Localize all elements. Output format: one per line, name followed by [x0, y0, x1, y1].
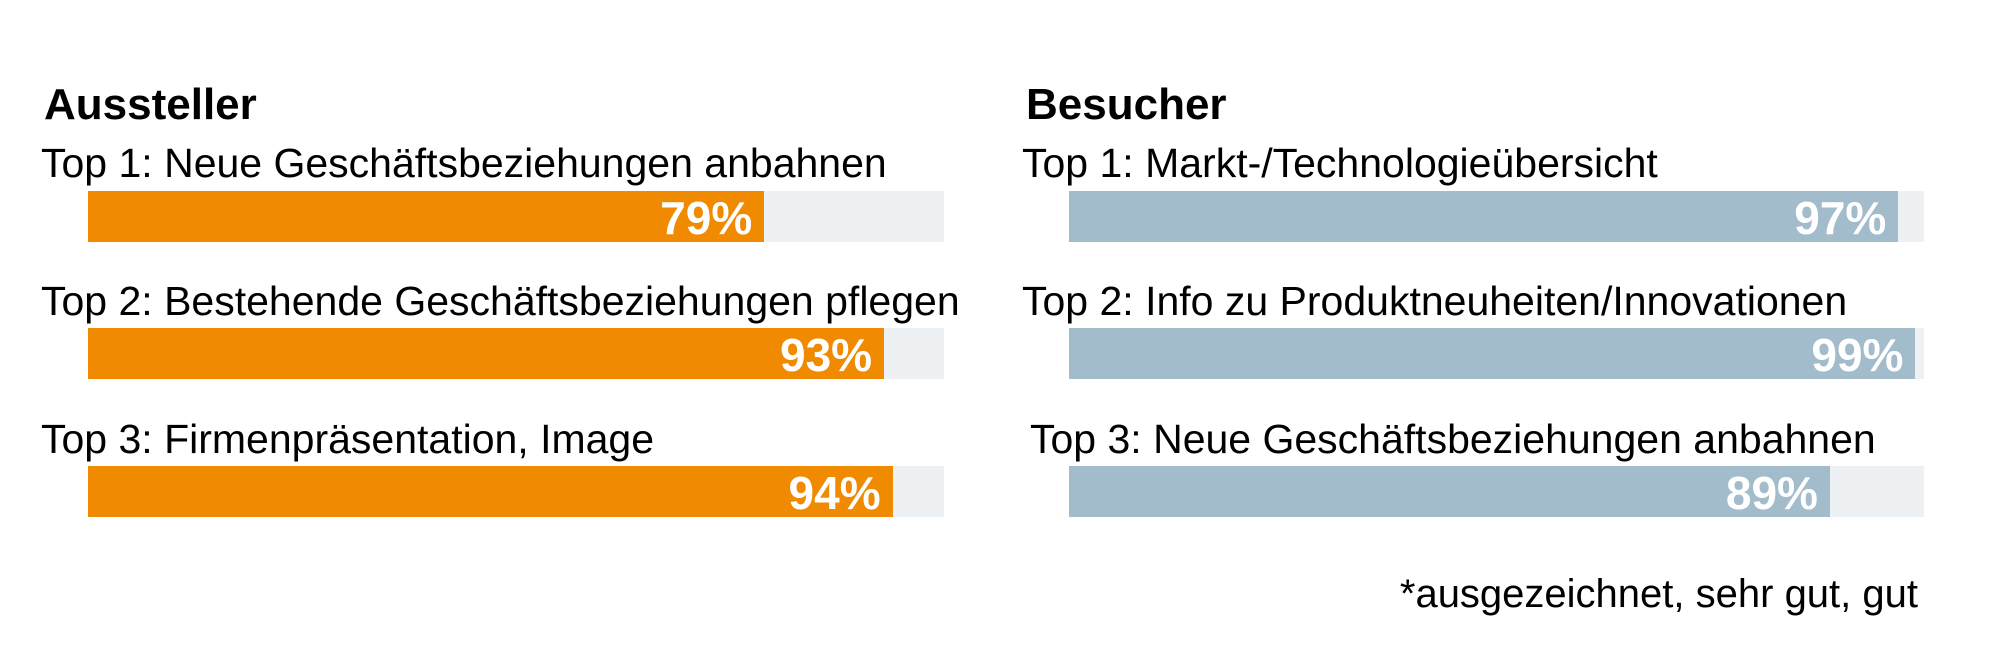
category-label: Top 1: Neue Geschäftsbeziehungen anbahne… [41, 140, 887, 186]
category-label: Top 2: Info zu Produktneuheiten/Innovati… [1022, 278, 1848, 324]
category-label: Top 2: Bestehende Geschäftsbeziehungen p… [41, 278, 960, 324]
bar: 94% [88, 466, 893, 519]
data-label: 99% [1811, 329, 1904, 381]
bar: 99% [1069, 328, 1916, 381]
bar: 93% [88, 328, 885, 381]
bar: 79% [88, 191, 765, 244]
data-label: 94% [788, 467, 881, 519]
category-label: Top 1: Markt-/Technologieübersicht [1022, 140, 1658, 186]
bar-track: 89% [1069, 466, 1924, 519]
bar-track: 97% [1069, 191, 1924, 244]
panel-title-besucher: Besucher [1026, 80, 1227, 129]
data-label: 93% [780, 329, 873, 381]
bar: 89% [1069, 466, 1830, 519]
bar-track: 93% [88, 328, 944, 381]
bar: 97% [1069, 191, 1899, 244]
data-label: 97% [1794, 192, 1887, 244]
bar-track: 79% [88, 191, 944, 244]
data-label: 89% [1725, 467, 1818, 519]
panel-title-aussteller: Aussteller [44, 80, 257, 129]
footnote: *ausgezeichnet, sehr gut, gut [1399, 572, 1918, 616]
bar-track: 94% [88, 466, 944, 519]
category-label: Top 3: Firmenpräsentation, Image [41, 416, 655, 462]
bar-track: 99% [1069, 328, 1924, 381]
data-label: 79% [660, 192, 753, 244]
category-label: Top 3: Neue Geschäftsbeziehungen anbahne… [1030, 416, 1876, 462]
